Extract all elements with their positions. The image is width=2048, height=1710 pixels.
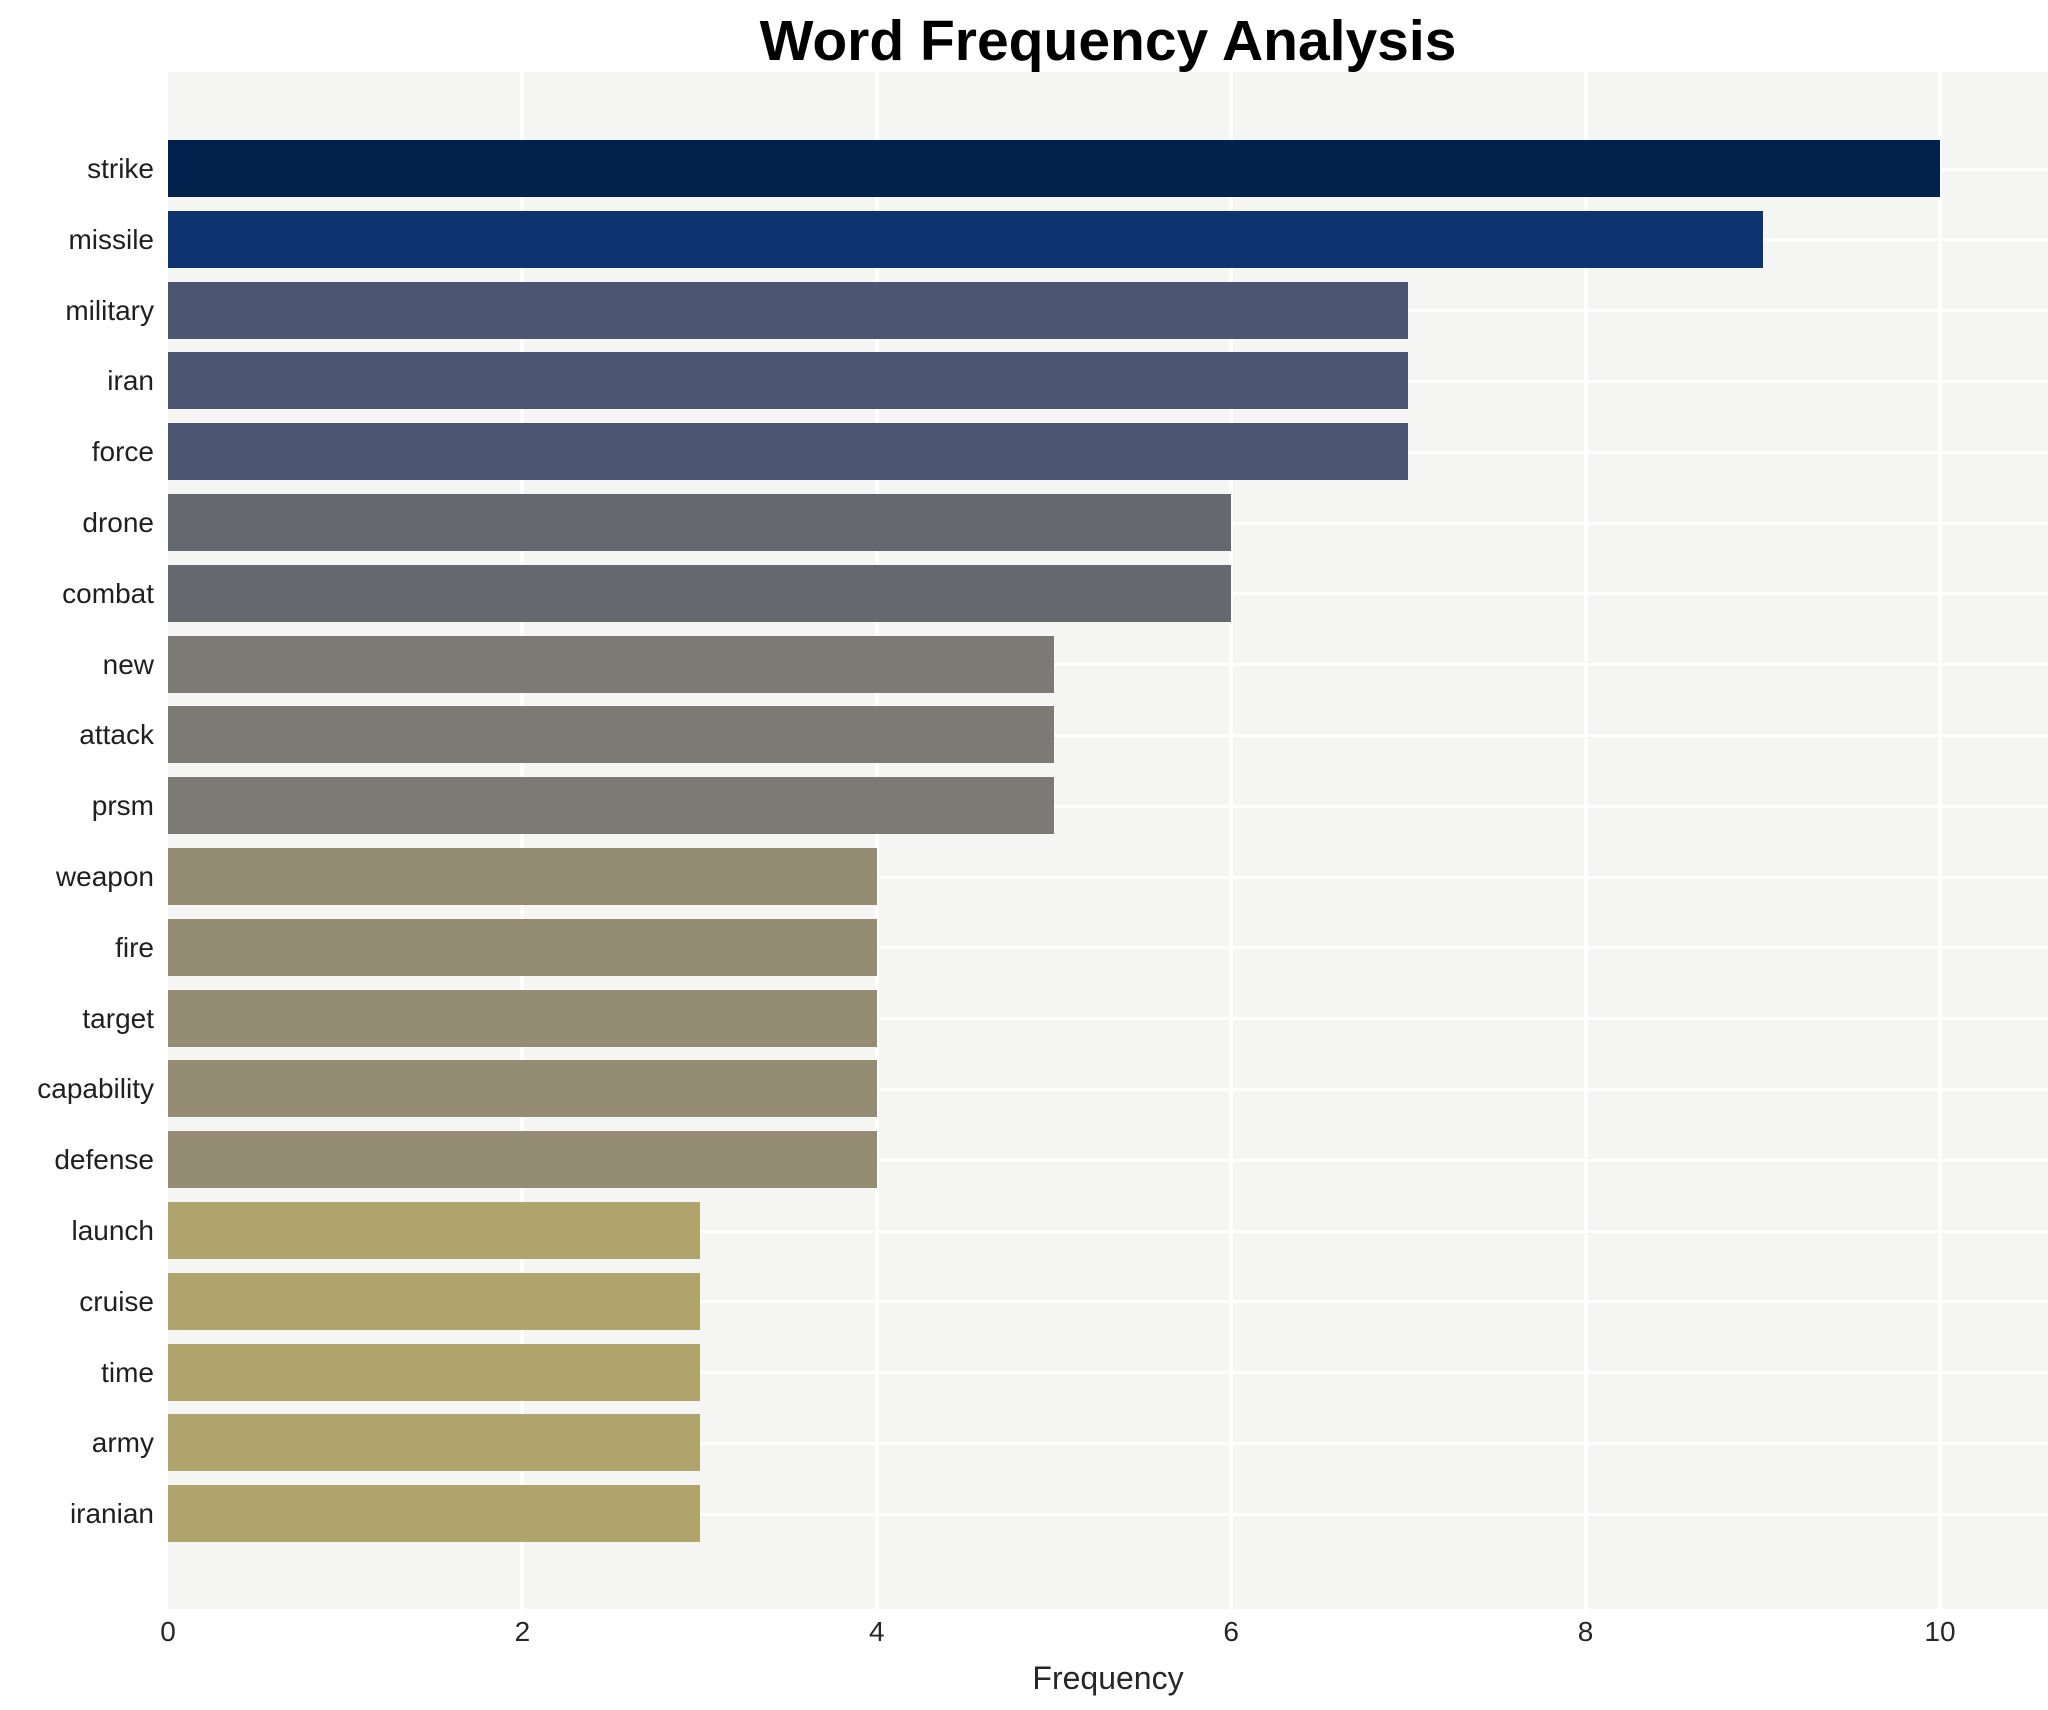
y-label-military: military	[65, 294, 154, 326]
y-label-defense: defense	[54, 1144, 154, 1176]
y-label-force: force	[91, 436, 154, 468]
x-tick-2: 2	[514, 1616, 531, 1647]
bar-new	[168, 635, 1054, 693]
gridline-y-launch	[168, 1229, 2048, 1233]
x-tick-10: 10	[1924, 1616, 1956, 1647]
bar-army	[168, 1414, 700, 1472]
y-label-combat: combat	[62, 577, 154, 609]
bar-attack	[168, 706, 1054, 764]
gridline-y-army	[168, 1441, 2048, 1445]
y-label-new: new	[102, 648, 154, 680]
bar-combat	[168, 564, 1232, 622]
y-label-cruise: cruise	[79, 1285, 154, 1317]
chart-title: Word Frequency Analysis	[759, 9, 1457, 73]
bar-target	[168, 989, 877, 1047]
gridline-y-time	[168, 1371, 2048, 1375]
gridline-x-8	[1583, 72, 1588, 1609]
bar-missile	[168, 210, 1763, 268]
gridline-y-new	[168, 663, 2048, 667]
gridline-x-2	[520, 72, 525, 1609]
bar-capability	[168, 1060, 877, 1118]
gridline-y-fire	[168, 946, 2048, 950]
gridline-y-defense	[168, 1158, 2048, 1162]
bar-military	[168, 281, 1409, 339]
gridline-y-capability	[168, 1087, 2048, 1091]
y-label-attack: attack	[79, 719, 154, 751]
y-label-target: target	[82, 1002, 154, 1034]
x-axis-label: Frequency	[1032, 1660, 1184, 1696]
x-tick-6: 6	[1223, 1616, 1239, 1647]
plot-area	[168, 72, 2048, 1609]
bar-launch	[168, 1202, 700, 1259]
bar-prsm	[168, 777, 1054, 835]
y-label-missile: missile	[68, 223, 154, 255]
bar-force	[168, 423, 1409, 481]
bar-iranian	[168, 1485, 700, 1543]
bar-strike	[168, 140, 1940, 197]
bar-weapon	[168, 848, 877, 905]
x-tick-0: 0	[160, 1616, 176, 1647]
gridline-y-iranian	[168, 1512, 2048, 1516]
x-tick-8: 8	[1577, 1616, 1594, 1647]
gridline-y-attack	[168, 733, 2048, 737]
bar-time	[168, 1343, 700, 1401]
y-label-iranian: iranian	[69, 1498, 154, 1530]
gridline-y-weapon	[168, 875, 2048, 879]
gridline-x-4	[874, 72, 879, 1609]
bar-iran	[168, 352, 1409, 410]
y-label-capability: capability	[37, 1073, 154, 1105]
bar-drone	[168, 494, 1232, 551]
gridline-y-cruise	[168, 1300, 2048, 1304]
y-label-strike: strike	[87, 153, 154, 184]
y-label-prsm: prsm	[91, 790, 154, 822]
x-tick-4: 4	[869, 1616, 885, 1647]
gridline-x-10	[1938, 72, 1942, 1609]
y-label-weapon: weapon	[55, 861, 154, 892]
y-label-time: time	[101, 1356, 154, 1388]
gridline-y-prsm	[168, 804, 2048, 808]
y-label-fire: fire	[115, 931, 154, 963]
bar-fire	[168, 918, 877, 976]
bar-cruise	[168, 1272, 700, 1330]
gridline-y-target	[168, 1017, 2048, 1021]
bar-defense	[168, 1131, 877, 1189]
gridline-x-6	[1229, 72, 1234, 1609]
y-label-army: army	[91, 1427, 154, 1459]
y-label-drone: drone	[82, 507, 154, 538]
y-label-launch: launch	[71, 1215, 154, 1246]
y-label-iran: iran	[107, 365, 154, 397]
